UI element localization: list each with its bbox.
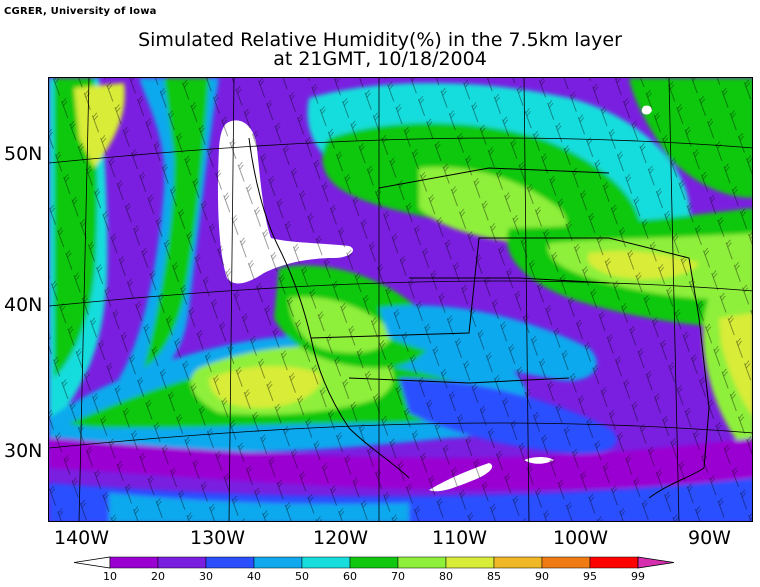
lon-label-120w: 120W [313, 527, 369, 549]
coastlines [248, 137, 710, 499]
colorbar-tick-label: 90 [535, 570, 549, 583]
title-line-2: at 21GMT, 10/18/2004 [273, 48, 487, 70]
lat-label-30n: 30N [4, 440, 43, 462]
lon-label-100w: 100W [553, 527, 609, 549]
lat-label-50n: 50N [4, 143, 43, 165]
lon-label-140w: 140W [54, 527, 110, 549]
lat-label-40n: 40N [4, 294, 43, 316]
colorbar-segment [589, 556, 639, 569]
colorbar-segment [493, 556, 543, 569]
colorbar-tick-label: 60 [343, 570, 357, 583]
colorbar-segment [445, 556, 495, 569]
colorbar-tick-label: 10 [103, 570, 117, 583]
colorbar-arrow-high [637, 556, 675, 569]
colorbar-segment [301, 556, 351, 569]
credit-text: CGRER, University of Iowa [4, 6, 157, 17]
colorbar-tick-label: 40 [247, 570, 261, 583]
map-canvas [49, 78, 752, 521]
humidity-map [48, 77, 753, 522]
wind-barbs [49, 78, 752, 521]
colorbar-tick-label: 95 [583, 570, 597, 583]
colorbar-segment [541, 556, 591, 569]
colorbar-tick-label: 80 [439, 570, 453, 583]
colorbar-segment [349, 556, 399, 569]
colorbar-tick-label: 99 [631, 570, 645, 583]
colorbar-segment [109, 556, 159, 569]
colorbar-tick-label: 20 [151, 570, 165, 583]
map-grid [49, 78, 752, 521]
colorbar-segment [253, 556, 303, 569]
colorbar-tick-label: 85 [487, 570, 501, 583]
lon-label-90w: 90W [688, 527, 731, 549]
lon-label-110w: 110W [432, 527, 488, 549]
colorbar-tick-label: 70 [391, 570, 405, 583]
colorbar-segment [157, 556, 207, 569]
title-line-1: Simulated Relative Humidity(%) in the 7.… [138, 29, 622, 51]
lon-label-130w: 130W [190, 527, 246, 549]
colorbar-arrow-low [73, 556, 111, 569]
colorbar-segment [397, 556, 447, 569]
colorbar-tick-label: 50 [295, 570, 309, 583]
colorbar: 10 20 30 40 50 60 70 80 85 90 95 99 [73, 556, 675, 583]
colorbar-segment [205, 556, 255, 569]
colorbar-tick-label: 30 [199, 570, 213, 583]
